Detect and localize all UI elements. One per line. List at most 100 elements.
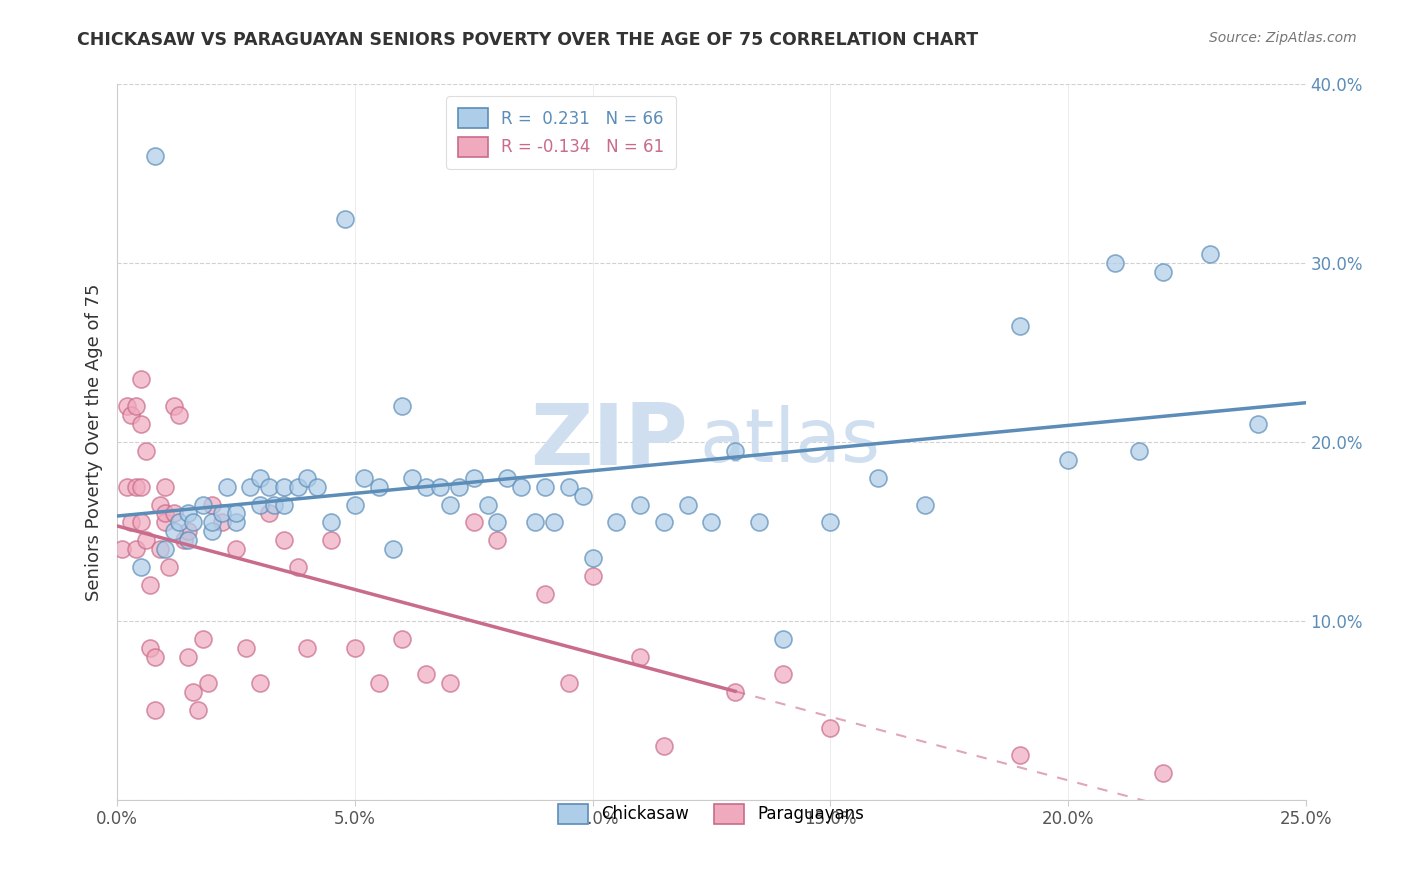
Point <box>125 480 148 494</box>
Point <box>139 640 162 655</box>
Point <box>153 480 176 494</box>
Point <box>1247 417 1270 431</box>
Point <box>415 480 437 494</box>
Point <box>1152 765 1174 780</box>
Text: Source: ZipAtlas.com: Source: ZipAtlas.com <box>1209 31 1357 45</box>
Point <box>381 542 404 557</box>
Point <box>477 498 499 512</box>
Point <box>129 560 152 574</box>
Point <box>1056 453 1078 467</box>
Point <box>335 211 357 226</box>
Point <box>225 542 247 557</box>
Point <box>167 516 190 530</box>
Point <box>249 471 271 485</box>
Point <box>263 498 285 512</box>
Point <box>866 471 889 485</box>
Point <box>111 542 134 557</box>
Point <box>211 507 233 521</box>
Point <box>197 676 219 690</box>
Point <box>534 587 557 601</box>
Point <box>163 524 186 539</box>
Point <box>1104 256 1126 270</box>
Point <box>135 533 157 548</box>
Point <box>676 498 699 512</box>
Point <box>259 480 281 494</box>
Point <box>748 516 770 530</box>
Point <box>605 516 627 530</box>
Point <box>177 533 200 548</box>
Point <box>367 480 389 494</box>
Point <box>724 444 747 458</box>
Point <box>249 676 271 690</box>
Point <box>524 516 547 530</box>
Point <box>367 676 389 690</box>
Point <box>463 471 485 485</box>
Y-axis label: Seniors Poverty Over the Age of 75: Seniors Poverty Over the Age of 75 <box>86 284 103 600</box>
Point <box>534 480 557 494</box>
Point <box>1010 318 1032 333</box>
Point <box>652 739 675 753</box>
Point <box>439 676 461 690</box>
Point <box>343 640 366 655</box>
Point <box>135 444 157 458</box>
Point <box>558 676 581 690</box>
Point <box>259 507 281 521</box>
Point <box>463 516 485 530</box>
Point <box>143 649 166 664</box>
Point <box>149 498 172 512</box>
Point <box>700 516 723 530</box>
Point <box>297 640 319 655</box>
Point <box>139 578 162 592</box>
Text: atlas: atlas <box>699 406 880 478</box>
Point <box>239 480 262 494</box>
Point <box>211 516 233 530</box>
Point <box>129 480 152 494</box>
Point <box>225 507 247 521</box>
Point <box>415 667 437 681</box>
Point <box>235 640 257 655</box>
Point <box>572 489 595 503</box>
Point <box>772 632 794 646</box>
Point <box>173 533 195 548</box>
Point <box>153 507 176 521</box>
Point <box>287 560 309 574</box>
Point <box>319 533 342 548</box>
Point <box>581 551 603 566</box>
Text: ZIP: ZIP <box>530 401 688 483</box>
Point <box>1199 247 1222 261</box>
Point <box>273 533 295 548</box>
Point <box>215 480 238 494</box>
Point <box>177 649 200 664</box>
Point <box>429 480 451 494</box>
Point <box>129 516 152 530</box>
Point <box>319 516 342 530</box>
Point <box>249 498 271 512</box>
Point <box>115 480 138 494</box>
Point <box>115 399 138 413</box>
Point <box>818 516 841 530</box>
Point <box>167 408 190 422</box>
Point <box>273 480 295 494</box>
Point <box>177 524 200 539</box>
Point <box>129 417 152 431</box>
Point <box>391 399 413 413</box>
Point <box>143 703 166 717</box>
Point <box>486 516 509 530</box>
Point <box>153 542 176 557</box>
Point <box>297 471 319 485</box>
Point <box>343 498 366 512</box>
Point <box>201 498 224 512</box>
Point <box>143 149 166 163</box>
Point <box>353 471 375 485</box>
Point <box>191 498 214 512</box>
Point <box>120 408 142 422</box>
Point <box>581 569 603 583</box>
Point <box>163 399 186 413</box>
Point <box>129 372 152 386</box>
Point <box>1128 444 1150 458</box>
Point <box>181 685 204 699</box>
Point <box>914 498 936 512</box>
Point <box>628 498 651 512</box>
Point <box>201 516 224 530</box>
Point <box>125 399 148 413</box>
